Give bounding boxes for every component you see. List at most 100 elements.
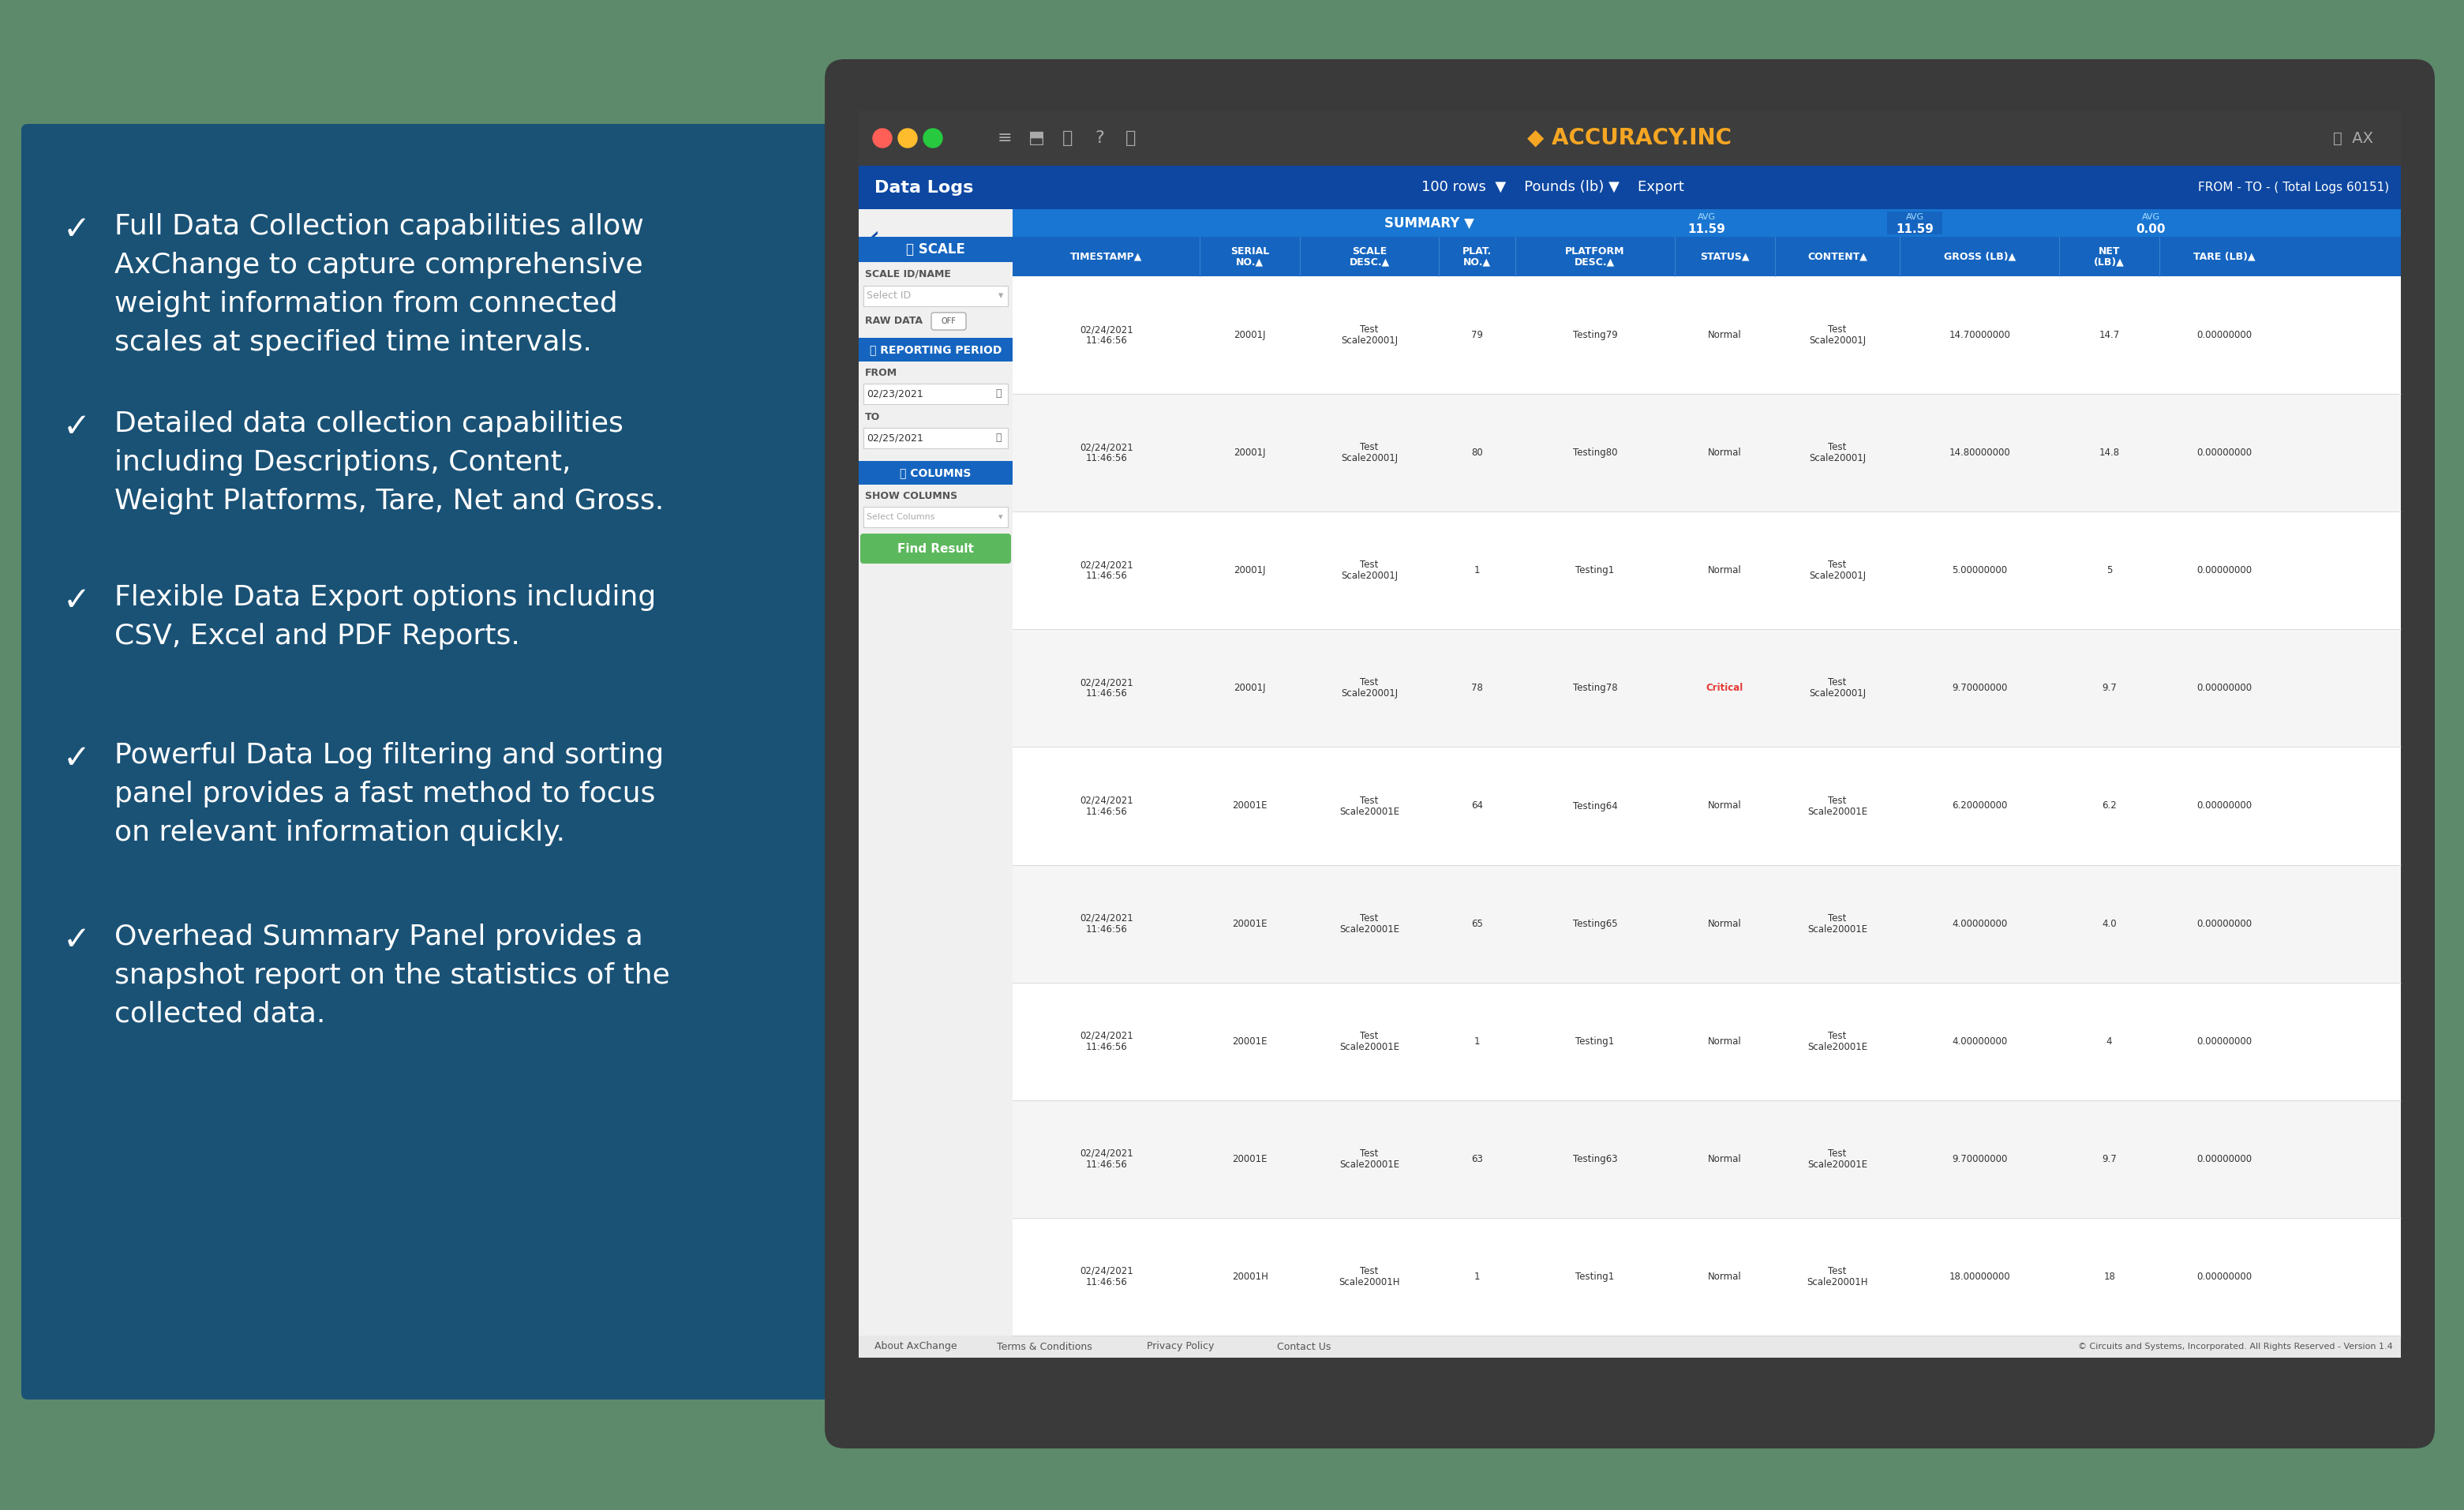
Bar	[1887, 211, 1942, 234]
Bar	[857, 166, 2400, 210]
Bar	[1678, 211, 1735, 234]
Bar	[857, 210, 1013, 1335]
Text: Testing1: Testing1	[1574, 1036, 1614, 1046]
Text: AVG: AVG	[2141, 213, 2161, 220]
Text: SUMMARY ▼: SUMMARY ▼	[1385, 216, 1473, 230]
Bar	[1013, 394, 2400, 512]
Text: TIMESTAMP▲: TIMESTAMP▲	[1069, 251, 1143, 261]
Text: Test
Scale20001J: Test Scale20001J	[1340, 678, 1397, 699]
FancyBboxPatch shape	[825, 59, 2434, 1448]
Text: 20001E: 20001E	[1232, 1154, 1266, 1164]
Text: Normal: Normal	[1708, 800, 1742, 811]
Text: 20001J: 20001J	[1234, 683, 1266, 693]
Bar	[857, 110, 2400, 166]
Text: 79: 79	[1471, 331, 1483, 340]
Text: TARE (LB)▲: TARE (LB)▲	[2193, 251, 2255, 261]
Bar	[1013, 630, 2400, 747]
Text: ▾: ▾	[998, 291, 1003, 300]
Text: Test
Scale20001J: Test Scale20001J	[1340, 325, 1397, 346]
Text: ⌕: ⌕	[1126, 130, 1136, 146]
Text: 5.00000000: 5.00000000	[1951, 565, 2008, 575]
Text: 📅: 📅	[995, 433, 1000, 444]
Text: 63: 63	[1471, 1154, 1483, 1164]
Text: Testing80: Testing80	[1572, 447, 1616, 458]
Text: 100 rows  ▼    Pounds (lb) ▼    Export: 100 rows ▼ Pounds (lb) ▼ Export	[1422, 180, 1683, 195]
Text: Normal: Normal	[1708, 331, 1742, 340]
Text: Test
Scale20001H: Test Scale20001H	[1806, 1265, 1868, 1288]
Text: SCALE ID/NAME: SCALE ID/NAME	[865, 269, 951, 279]
Text: 20001H: 20001H	[1232, 1271, 1269, 1282]
Text: Test
Scale20001J: Test Scale20001J	[1809, 678, 1865, 699]
Text: 0.00000000: 0.00000000	[2198, 800, 2252, 811]
Circle shape	[872, 128, 892, 148]
Text: Test
Scale20001E: Test Scale20001E	[1806, 1031, 1868, 1052]
Text: AVG: AVG	[1905, 213, 1924, 220]
Text: Test
Scale20001J: Test Scale20001J	[1809, 560, 1865, 581]
Text: 02/24/2021
11:46:56: 02/24/2021 11:46:56	[1079, 1031, 1133, 1052]
Text: Critical: Critical	[1705, 683, 1745, 693]
Text: 6.2: 6.2	[2102, 800, 2117, 811]
Text: ✓: ✓	[64, 411, 91, 444]
Text: 02/24/2021
11:46:56: 02/24/2021 11:46:56	[1079, 914, 1133, 935]
Text: Test
Scale20001J: Test Scale20001J	[1340, 560, 1397, 581]
Bar	[857, 110, 2400, 1357]
Text: 0.00000000: 0.00000000	[2198, 918, 2252, 929]
Text: 0.00: 0.00	[2136, 223, 2166, 236]
Bar	[1013, 276, 2400, 394]
Text: 02/24/2021
11:46:56: 02/24/2021 11:46:56	[1079, 560, 1133, 581]
Text: Flexible Data Export options including
CSV, Excel and PDF Reports.: Flexible Data Export options including C…	[113, 584, 655, 649]
Text: Contact Us: Contact Us	[1276, 1341, 1331, 1351]
Text: 14.70000000: 14.70000000	[1949, 331, 2011, 340]
Text: 14.80000000: 14.80000000	[1949, 447, 2011, 458]
Text: 1: 1	[1473, 1271, 1481, 1282]
Text: Testing64: Testing64	[1572, 800, 1616, 811]
Text: PLATFORM
DESC.▲: PLATFORM DESC.▲	[1565, 246, 1624, 267]
Text: 64: 64	[1471, 800, 1483, 811]
Text: 18: 18	[2104, 1271, 2114, 1282]
Text: Select ID: Select ID	[867, 291, 912, 300]
Text: ◆ ACCURACY.INC: ◆ ACCURACY.INC	[1528, 127, 1732, 149]
Text: 4.0: 4.0	[2102, 918, 2117, 929]
Text: Normal: Normal	[1708, 918, 1742, 929]
Text: Normal: Normal	[1708, 1154, 1742, 1164]
Text: Test
Scale20001J: Test Scale20001J	[1809, 442, 1865, 464]
Text: Test
Scale20001E: Test Scale20001E	[1340, 1148, 1400, 1170]
Text: 20001J: 20001J	[1234, 447, 1266, 458]
Text: ✓: ✓	[64, 741, 91, 775]
Text: Normal: Normal	[1708, 565, 1742, 575]
Text: 0.00000000: 0.00000000	[2198, 1271, 2252, 1282]
Text: 02/23/2021: 02/23/2021	[867, 388, 924, 399]
Text: 02/24/2021
11:46:56: 02/24/2021 11:46:56	[1079, 796, 1133, 817]
Bar	[862, 384, 1008, 405]
Text: SCALE
DESC.▲: SCALE DESC.▲	[1350, 246, 1390, 267]
Text: 11.59: 11.59	[1688, 223, 1725, 236]
Text: ✓: ✓	[64, 213, 91, 246]
Bar	[857, 338, 1013, 361]
Text: Test
Scale20001E: Test Scale20001E	[1806, 914, 1868, 935]
Text: 6.20000000: 6.20000000	[1951, 800, 2008, 811]
Text: Test
Scale20001E: Test Scale20001E	[1806, 796, 1868, 817]
Text: 9.70000000: 9.70000000	[1951, 1154, 2008, 1164]
Text: ‹: ‹	[867, 223, 880, 254]
Text: Test
Scale20001E: Test Scale20001E	[1340, 914, 1400, 935]
Text: 02/24/2021
11:46:56: 02/24/2021 11:46:56	[1079, 325, 1133, 346]
Text: CONTENT▲: CONTENT▲	[1806, 251, 1868, 261]
Text: 80: 80	[1471, 447, 1483, 458]
Bar	[1013, 1101, 2400, 1219]
Text: Testing1: Testing1	[1574, 1271, 1614, 1282]
Text: 02/24/2021
11:46:56: 02/24/2021 11:46:56	[1079, 442, 1133, 464]
Text: 9.7: 9.7	[2102, 683, 2117, 693]
Text: Detailed data collection capabilities
including Descriptions, Content,
Weight Pl: Detailed data collection capabilities in…	[113, 411, 663, 515]
Bar	[857, 237, 1013, 263]
Text: 4.00000000: 4.00000000	[1951, 918, 2008, 929]
Bar	[862, 427, 1008, 448]
Text: 9.70000000: 9.70000000	[1951, 683, 2008, 693]
Text: 02/25/2021: 02/25/2021	[867, 433, 924, 444]
Text: 11.59: 11.59	[1897, 223, 1934, 236]
Text: 78: 78	[1471, 683, 1483, 693]
Text: 📅: 📅	[995, 388, 1000, 399]
Text: Testing79: Testing79	[1572, 331, 1616, 340]
Text: SHOW COLUMNS: SHOW COLUMNS	[865, 491, 958, 501]
Text: 0.00000000: 0.00000000	[2198, 1154, 2252, 1164]
Text: Powerful Data Log filtering and sorting
panel provides a fast method to focus
on: Powerful Data Log filtering and sorting …	[113, 741, 663, 846]
